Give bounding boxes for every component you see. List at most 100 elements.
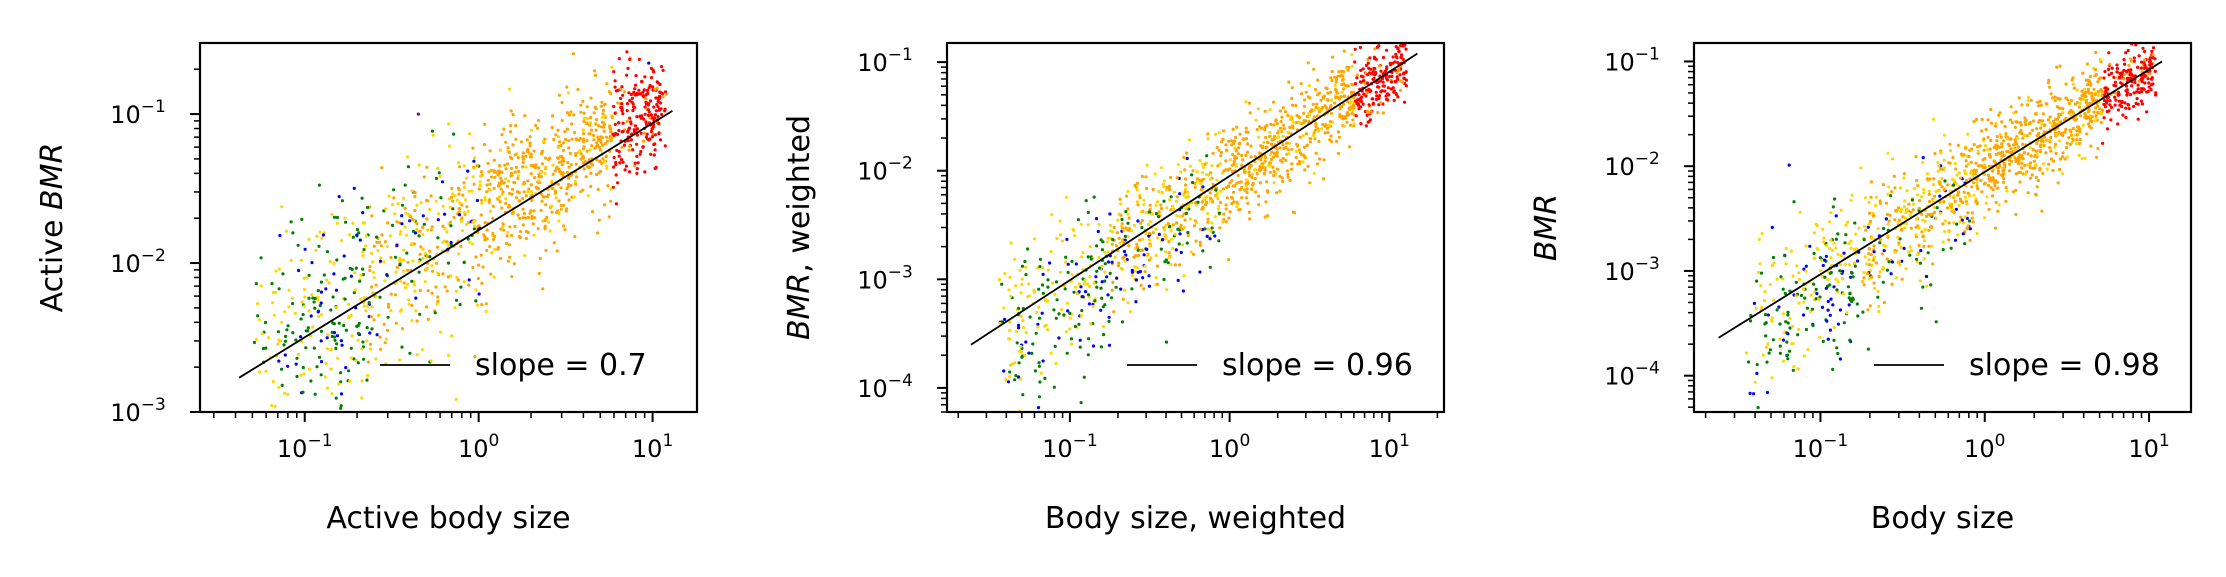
scatter-point — [1832, 338, 1836, 342]
scatter-point — [617, 121, 621, 125]
scatter-point — [1065, 351, 1069, 355]
scatter-point — [1216, 164, 1220, 168]
scatter-point — [271, 438, 274, 441]
scatter-point — [1398, 73, 1402, 77]
scatter-point — [1345, 84, 1349, 88]
scatter-point — [623, 168, 627, 172]
scatter-point — [2075, 138, 2079, 142]
scatter-point — [557, 167, 561, 171]
scatter-point — [2099, 87, 2103, 92]
scatter-point — [287, 305, 291, 309]
scatter-point — [588, 148, 592, 152]
scatter-point — [1122, 240, 1126, 244]
scatter-point — [1963, 169, 1967, 173]
scatter-point — [1890, 190, 1894, 194]
scatter-point — [544, 156, 548, 160]
scatter-point — [2146, 77, 2150, 81]
scatter-point — [406, 282, 410, 286]
scatter-point — [1920, 195, 1924, 199]
scatter-point — [2009, 137, 2013, 141]
scatter-point — [1176, 278, 1180, 282]
scatter-point — [1155, 282, 1159, 286]
scatter-point — [408, 351, 412, 355]
scatter-point — [1183, 183, 1188, 187]
scatter-point — [1240, 153, 1244, 157]
scatter-point — [1262, 171, 1266, 175]
scatter-point — [1115, 231, 1119, 235]
scatter-point — [1100, 248, 1104, 252]
scatter-point — [1113, 255, 1117, 259]
scatter-point — [1249, 144, 1253, 148]
scatter-point — [361, 273, 365, 277]
scatter-point — [1843, 241, 1847, 245]
scatter-point — [2023, 133, 2027, 137]
scatter-point — [1095, 244, 1099, 248]
scatter-point — [1122, 255, 1126, 259]
scatter-point — [581, 188, 585, 192]
scatter-point — [385, 328, 390, 332]
scatter-point — [1292, 211, 1297, 215]
scatter-point — [1219, 154, 1223, 158]
scatter-point — [1964, 164, 1968, 168]
scatter-point — [1834, 246, 1838, 250]
scatter-point — [1972, 193, 1976, 197]
scatter-point — [1058, 270, 1063, 274]
scatter-point — [1868, 304, 1872, 308]
scatter-point — [2115, 63, 2119, 67]
scatter-point — [1122, 249, 1127, 254]
y-tick-label: 10−1 — [1604, 44, 1660, 76]
scatter-point — [488, 244, 492, 249]
scatter-point — [1926, 251, 1930, 255]
scatter-point — [2139, 66, 2143, 70]
scatter-point — [1387, 75, 1392, 79]
scatter-point — [1247, 101, 1252, 105]
scatter-point — [1853, 264, 1857, 268]
scatter-point — [280, 383, 284, 387]
scatter-point — [1828, 313, 1832, 317]
scatter-point — [1929, 212, 1933, 217]
scatter-point — [1862, 238, 1866, 242]
scatter-point — [584, 175, 588, 179]
scatter-point — [382, 260, 386, 264]
scatter-point — [263, 320, 268, 325]
scatter-point — [436, 295, 440, 299]
scatter-point — [1295, 113, 1299, 118]
scatter-point — [2040, 122, 2044, 126]
scatter-point — [539, 208, 543, 212]
scatter-point — [2078, 101, 2082, 105]
scatter-point — [592, 69, 597, 73]
scatter-point — [1918, 279, 1922, 283]
scatter-point — [404, 233, 409, 237]
scatter-point — [429, 228, 433, 232]
scatter-point — [557, 212, 561, 216]
scatter-point — [642, 88, 646, 92]
scatter-point — [1842, 321, 1846, 325]
scatter-point — [1175, 214, 1179, 218]
scatter-point — [550, 186, 554, 190]
scatter-point — [1024, 265, 1028, 269]
scatter-point — [1133, 265, 1137, 269]
scatter-point — [393, 255, 398, 259]
scatter-point — [1983, 181, 1987, 185]
scatter-point — [539, 175, 543, 179]
scatter-point — [1832, 241, 1836, 245]
scatter-point — [1140, 174, 1144, 178]
scatter-point — [471, 175, 475, 179]
scatter-point — [321, 233, 325, 237]
scatter-point — [1135, 181, 1140, 185]
scatter-point — [1953, 199, 1957, 203]
scatter-point — [1925, 274, 1929, 279]
scatter-point — [461, 193, 465, 197]
scatter-point — [266, 456, 269, 459]
scatter-point — [458, 302, 462, 307]
scatter-point — [2153, 69, 2157, 73]
scatter-point — [1208, 177, 1213, 181]
scatter-point — [449, 195, 454, 199]
scatter-point — [1099, 286, 1103, 290]
scatter-point — [1084, 290, 1088, 294]
scatter-point — [1790, 342, 1794, 346]
scatter-point — [452, 132, 456, 136]
scatter-point — [2020, 161, 2024, 165]
scatter-point — [504, 167, 508, 171]
scatter-point — [567, 165, 571, 169]
